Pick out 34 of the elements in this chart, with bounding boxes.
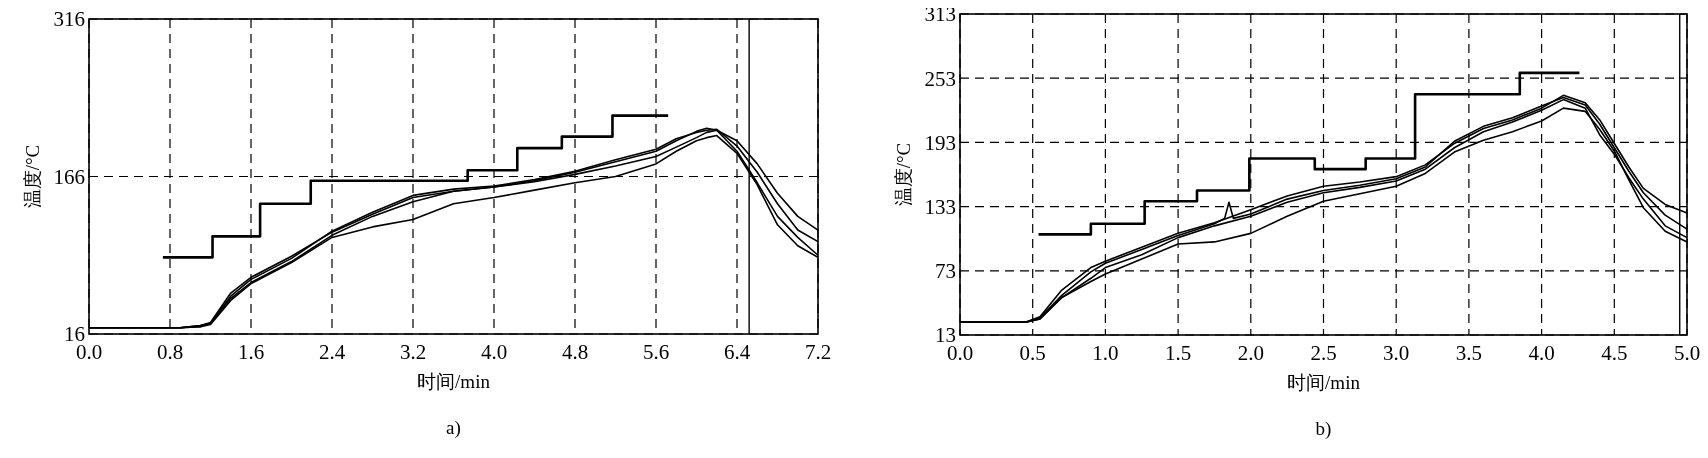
x-tick-label: 0.0 (946, 341, 974, 365)
x-tick-label: 7.2 (804, 340, 832, 364)
x-tick-label: 0.5 (1019, 341, 1046, 365)
y-tick-label: 316 (53, 7, 85, 32)
x-tick-label: 1.6 (237, 340, 265, 364)
y-axis-title: 温度/°C (893, 142, 914, 207)
x-tick-label: 1.0 (1092, 341, 1119, 365)
x-axis-title: 时间/min (1287, 372, 1361, 393)
x-tick-label: 3.2 (399, 340, 427, 364)
x-tick-label: 4.0 (480, 340, 508, 364)
x-tick-label: 2.5 (1310, 341, 1337, 365)
text: a) (446, 417, 461, 439)
y-tick-label: 166 (53, 164, 85, 189)
y-tick-label: 133 (924, 194, 956, 219)
x-tick-label: 0.8 (156, 340, 184, 364)
x-tick-label: 2.4 (318, 340, 346, 364)
x-tick-label: 1.5 (1164, 341, 1192, 365)
y-tick-label: 73 (935, 259, 956, 284)
x-tick-label: 2.0 (1237, 341, 1264, 365)
x-axis-title: 时间/min (417, 371, 491, 392)
x-tick-label: 4.8 (561, 340, 589, 364)
x-tick-label: 5.6 (642, 340, 670, 364)
text: b) (1315, 418, 1332, 440)
x-tick-label: 5.0 (1673, 341, 1701, 365)
x-tick-label: 3.0 (1383, 341, 1410, 365)
y-tick-label: 253 (924, 66, 956, 91)
y-tick-label: 193 (924, 130, 956, 155)
x-tick-label: 6.4 (723, 340, 751, 364)
x-tick-label: 0.0 (75, 340, 103, 364)
y-axis-title: 温度/°C (22, 144, 43, 209)
x-tick-label: 4.5 (1601, 341, 1628, 365)
x-tick-label: 4.0 (1528, 341, 1555, 365)
y-tick-label: 313 (924, 2, 956, 27)
x-tick-label: 3.5 (1455, 341, 1483, 365)
